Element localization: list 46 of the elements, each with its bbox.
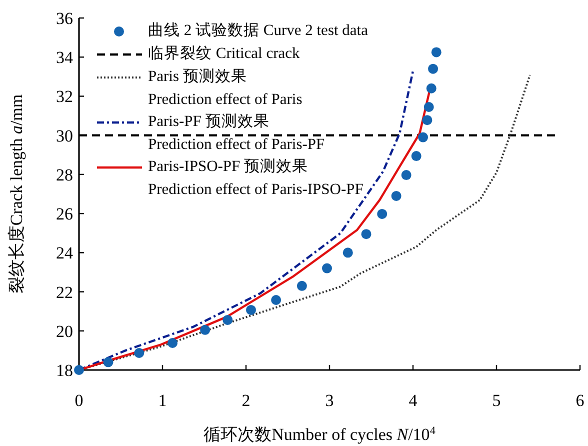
y-tick-label: 26 xyxy=(56,204,73,224)
y-tick-label: 18 xyxy=(56,361,73,380)
point xyxy=(411,151,422,162)
point xyxy=(428,64,438,74)
x-tick-label: 0 xyxy=(74,391,84,410)
point xyxy=(103,357,114,368)
point xyxy=(246,304,256,315)
point xyxy=(361,229,372,240)
y-tick-label: 28 xyxy=(56,165,73,184)
point xyxy=(426,83,436,94)
point xyxy=(200,324,210,335)
legend-label: 临界裂纹 Critical crack xyxy=(148,44,301,64)
legend-label: 曲线 2 试验数据 Curve 2 test data xyxy=(148,21,369,41)
y-tick-label: 24 xyxy=(56,244,74,263)
x-tick-label: 2 xyxy=(242,391,250,410)
point xyxy=(424,102,434,112)
y-tick-label: 30 xyxy=(56,126,73,146)
point xyxy=(342,248,353,258)
point xyxy=(322,263,332,274)
point xyxy=(74,365,84,375)
y-tick-label: 32 xyxy=(56,87,73,106)
y-tick-label: 20 xyxy=(56,322,73,341)
x-tick-label: 6 xyxy=(576,391,584,410)
point xyxy=(222,314,233,325)
point xyxy=(134,348,144,358)
x-tick-label: 4 xyxy=(408,391,418,410)
x-tick-label: 5 xyxy=(492,391,501,410)
y-axis-title: 裂纹长度Crack length a/mm xyxy=(7,94,26,294)
point xyxy=(391,190,402,201)
x-axis-title: 循环次数Number of cycles N/10$^{4}$ xyxy=(204,425,436,444)
legend-label: Paris-IPSO-PF 预测效果 Prediction effect of Paris-IPSO-PF xyxy=(148,157,364,200)
legend-label: Paris 预测效果 Prediction effect of Paris xyxy=(148,67,304,110)
point xyxy=(377,208,388,219)
y-tick-label: 22 xyxy=(56,282,73,302)
point xyxy=(422,115,432,126)
point xyxy=(296,280,307,291)
legend-label: Paris-PF 预测效果 Prediction effect of Paris-PF xyxy=(148,112,326,154)
x-tick-label: 1 xyxy=(158,391,167,410)
point xyxy=(431,47,442,58)
y-tick-label: 36 xyxy=(56,9,73,28)
point xyxy=(401,170,412,180)
point xyxy=(271,294,282,305)
y-tick-label: 34 xyxy=(56,48,74,68)
point xyxy=(168,338,178,348)
point xyxy=(418,132,428,142)
x-tick-label: 3 xyxy=(325,391,334,410)
